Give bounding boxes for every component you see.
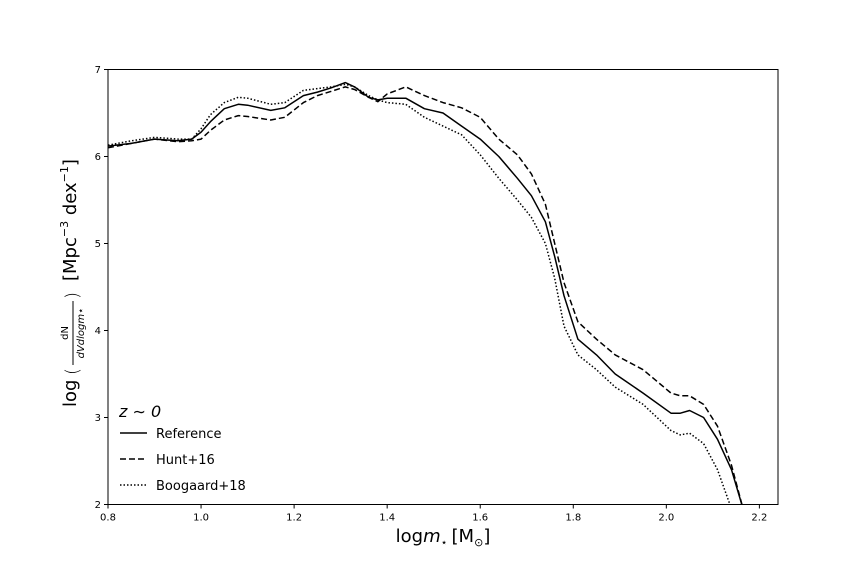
svg-text:): ) <box>62 292 83 299</box>
legend-label-boogaard18: Boogaard+18 <box>156 479 246 494</box>
y-label-frac-num: dN <box>60 326 71 340</box>
x-tick-label: 1.6 <box>472 513 488 524</box>
x-tick-label: 1.8 <box>565 513 581 524</box>
plot-lines <box>108 81 743 505</box>
x-tick-label: 2.0 <box>658 513 674 524</box>
y-tick-label: 2 <box>95 500 101 511</box>
x-tick-label: 0.8 <box>100 513 116 524</box>
x-axis-label: logm⋆ [M⊙] <box>396 526 491 549</box>
y-tick-label: 7 <box>95 65 101 76</box>
series-line-reference <box>108 81 743 505</box>
legend: z ∼ 0 Reference Hunt+16 Boogaard+18 <box>118 402 246 494</box>
svg-text:[Mpc−3 dex−1]: [Mpc−3 dex−1] <box>58 159 81 281</box>
x-tick-label: 1.4 <box>379 513 395 524</box>
legend-title: z ∼ 0 <box>118 402 161 421</box>
series-line-hunt-16 <box>108 86 743 505</box>
legend-label-hunt16: Hunt+16 <box>156 453 215 468</box>
y-label-frac-den: dVdlogm⋆ <box>76 308 87 359</box>
y-tick-label: 4 <box>95 326 101 337</box>
y-tick-label: 5 <box>95 239 101 250</box>
x-tick-label: 2.2 <box>751 513 767 524</box>
y-tick-label: 3 <box>95 413 101 424</box>
y-axis-label: log ( dN dVdlogm⋆ ) [Mpc−3 dex−1] <box>58 159 87 407</box>
plot-frame <box>107 69 779 505</box>
svg-text:log: log <box>60 380 81 407</box>
axis-ticks: 0.8 1.0 1.2 1.4 1.6 1.8 2.0 2.2 2 3 4 5 6 7 <box>95 65 768 524</box>
legend-label-reference: Reference <box>156 427 221 442</box>
y-tick-label: 6 <box>95 152 101 163</box>
x-tick-label: 1.2 <box>286 513 302 524</box>
x-tick-label: 1.0 <box>193 513 209 524</box>
svg-text:(: ( <box>62 368 83 375</box>
series-line-boogaard-18 <box>108 83 731 505</box>
